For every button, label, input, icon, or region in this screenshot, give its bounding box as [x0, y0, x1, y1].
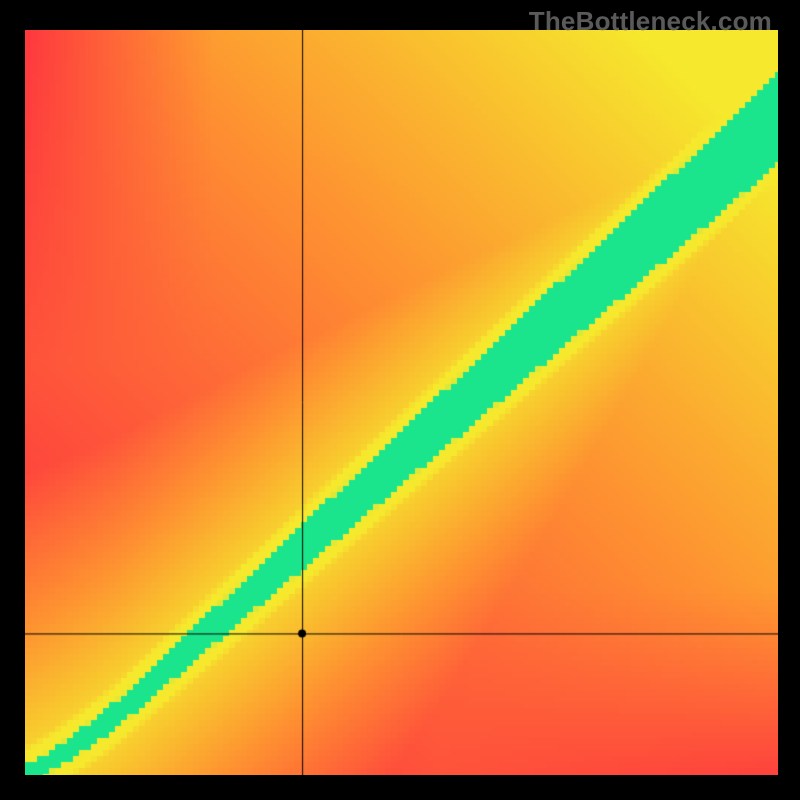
watermark-text: TheBottleneck.com: [529, 6, 772, 37]
bottleneck-heatmap: [25, 30, 778, 775]
